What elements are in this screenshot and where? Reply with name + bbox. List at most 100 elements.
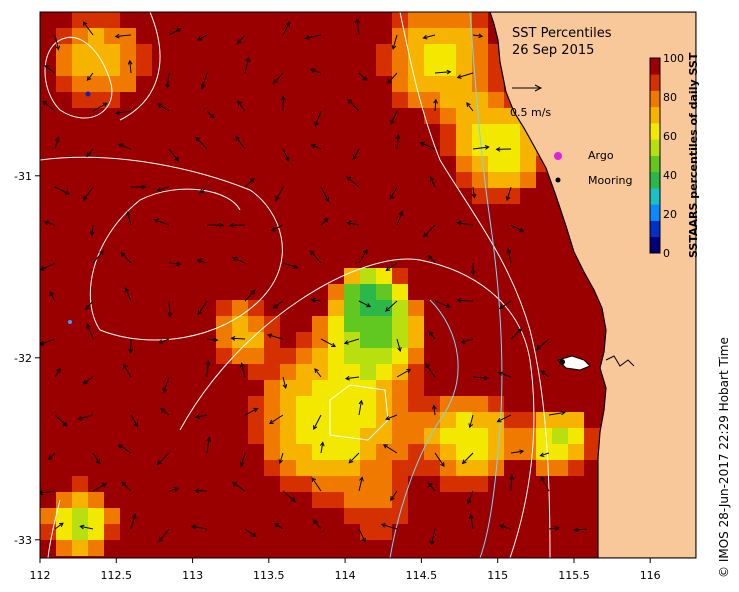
sst-cell: [88, 476, 105, 493]
sst-cell: [216, 348, 233, 365]
sst-cell: [216, 476, 233, 493]
sst-cell: [424, 204, 441, 221]
sst-cell: [328, 348, 345, 365]
sst-cell: [104, 12, 121, 29]
sst-cell: [552, 492, 569, 509]
sst-cell: [72, 44, 89, 61]
sst-cell: [440, 524, 457, 541]
sst-cell: [232, 204, 249, 221]
sst-cell: [456, 44, 473, 61]
sst-cell: [328, 44, 345, 61]
sst-cell: [120, 172, 137, 189]
sst-cell: [296, 252, 313, 269]
sst-cell: [72, 556, 89, 558]
current-vector-arrow: [167, 300, 173, 318]
sst-cell: [536, 460, 553, 477]
sst-cell: [120, 380, 137, 397]
sst-cell: [360, 476, 377, 493]
sst-cell: [504, 428, 521, 445]
sst-cell: [552, 220, 569, 237]
sst-cell: [72, 220, 89, 237]
sst-cell: [248, 108, 265, 125]
sst-cell: [264, 268, 281, 285]
colorbar-tick-label: 100: [663, 52, 684, 65]
sst-cell: [520, 220, 537, 237]
current-vector-arrow: [390, 110, 398, 125]
sst-cell: [360, 76, 377, 93]
sst-cell: [360, 204, 377, 221]
sst-cell: [504, 140, 521, 157]
sst-cell: [520, 364, 537, 381]
sst-cell: [488, 188, 505, 205]
sst-cell: [120, 492, 137, 509]
current-vector-arrow: [168, 261, 182, 267]
sst-cell: [152, 108, 169, 125]
sst-cell: [312, 220, 329, 237]
sst-cell: [440, 332, 457, 349]
colorbar-frame: [649, 57, 661, 254]
sst-cell: [200, 316, 217, 333]
current-vector-arrow: [86, 148, 94, 158]
sst-cell: [376, 204, 393, 221]
sst-cell: [312, 12, 329, 29]
sst-cell: [392, 76, 409, 93]
sst-cell: [408, 460, 425, 477]
sst-cell: [200, 508, 217, 525]
sst-cell: [504, 268, 521, 285]
sst-cell: [88, 188, 105, 205]
sst-cell: [104, 476, 121, 493]
sst-cell: [216, 428, 233, 445]
sst-cell: [136, 140, 153, 157]
sst-cell: [440, 556, 457, 558]
sst-cell: [344, 188, 361, 205]
sst-cell: [312, 332, 329, 349]
sst-cell: [184, 92, 201, 109]
sst-cell: [168, 92, 185, 109]
sst-cell: [200, 268, 217, 285]
sst-cell: [328, 220, 345, 237]
sst-cell: [584, 380, 601, 397]
sst-cell: [40, 428, 57, 445]
sst-cell: [56, 60, 73, 77]
sst-cell: [104, 508, 121, 525]
sst-cell: [280, 476, 297, 493]
sst-cell: [424, 92, 441, 109]
sst-cell: [360, 220, 377, 237]
sst-cell: [424, 412, 441, 429]
sst-cell: [296, 380, 313, 397]
sst-cell: [152, 28, 169, 45]
current-vector-arrow: [320, 186, 329, 203]
current-vector-arrow: [346, 176, 360, 188]
current-vector-arrow: [232, 257, 246, 264]
sst-cell: [328, 508, 345, 525]
current-vector-arrow: [240, 362, 246, 378]
sst-cell: [312, 364, 329, 381]
sst-cell: [200, 396, 217, 413]
sst-cell: [552, 428, 569, 445]
sst-cell: [104, 140, 121, 157]
sst-cell: [328, 396, 345, 413]
sst-cell: [344, 492, 361, 509]
sst-cell: [168, 428, 185, 445]
sst-cell: [168, 76, 185, 93]
sst-cell: [584, 428, 601, 445]
current-vector-arrow: [461, 452, 474, 465]
sst-cell: [440, 348, 457, 365]
current-vector-arrow: [195, 136, 208, 150]
sst-cell: [360, 12, 377, 29]
sst-cell: [344, 140, 361, 157]
sst-cell: [168, 556, 185, 558]
current-vector-arrow: [573, 527, 588, 533]
sst-cell: [456, 28, 473, 45]
sst-cell: [216, 300, 233, 317]
current-vector-arrow: [471, 186, 477, 199]
sst-cell: [408, 172, 425, 189]
sst-cell: [232, 428, 249, 445]
sst-cell: [136, 204, 153, 221]
map-title: SST Percentiles: [512, 26, 612, 41]
current-vector-arrow: [44, 65, 56, 74]
sst-cell: [456, 524, 473, 541]
sst-cell: [56, 364, 73, 381]
sst-cell: [408, 204, 425, 221]
current-vector-arrow: [244, 56, 251, 74]
